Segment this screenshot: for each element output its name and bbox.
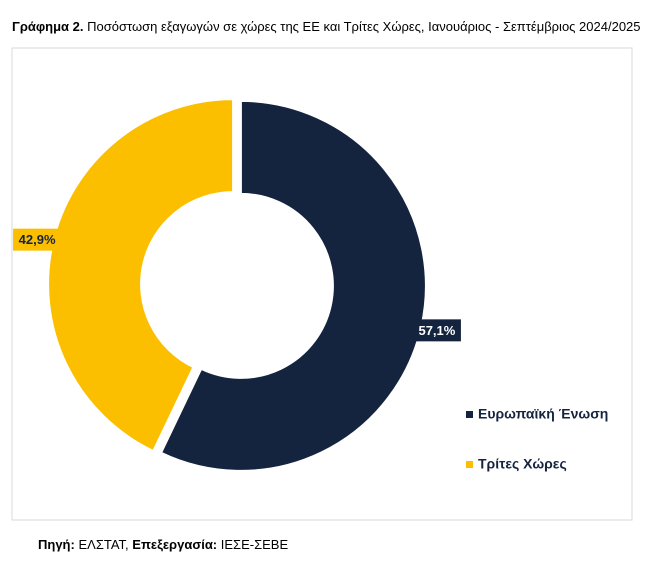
value-label: 42,9% <box>19 232 56 247</box>
legend-swatch <box>466 461 473 468</box>
legend-label: Τρίτες Χώρες <box>478 456 567 472</box>
source-text: ΕΛΣΤΑΤ, <box>78 537 128 552</box>
chart-title: Γράφημα 2. Ποσόστωση εξαγωγών σε χώρες τ… <box>12 19 641 34</box>
source-text: ΙΕΣΕ-ΣΕΒΕ <box>221 537 289 552</box>
value-label-box <box>13 228 62 251</box>
value-label-box <box>412 319 461 342</box>
source-note: Πηγή: ΕΛΣΤΑΤ, Επεξεργασία: ΙΕΣΕ-ΣΕΒΕ <box>38 537 288 552</box>
legend-label: Ευρωπαϊκή Ένωση <box>478 406 608 422</box>
source-label: Πηγή: <box>38 537 75 552</box>
slice <box>47 98 235 453</box>
title-label: Γράφημα 2. <box>12 19 84 34</box>
slice <box>159 99 427 472</box>
plot: 57,1% 42,9% Ευρωπαϊκή Ένωση Τρίτες Χώρες <box>13 98 608 472</box>
value-label: 57,1% <box>418 323 455 338</box>
title-text: Ποσόστωση εξαγωγών σε χώρες της ΕΕ και Τ… <box>87 19 640 34</box>
source-label: Επεξεργασία: <box>132 537 217 552</box>
legend-swatch <box>466 411 473 418</box>
